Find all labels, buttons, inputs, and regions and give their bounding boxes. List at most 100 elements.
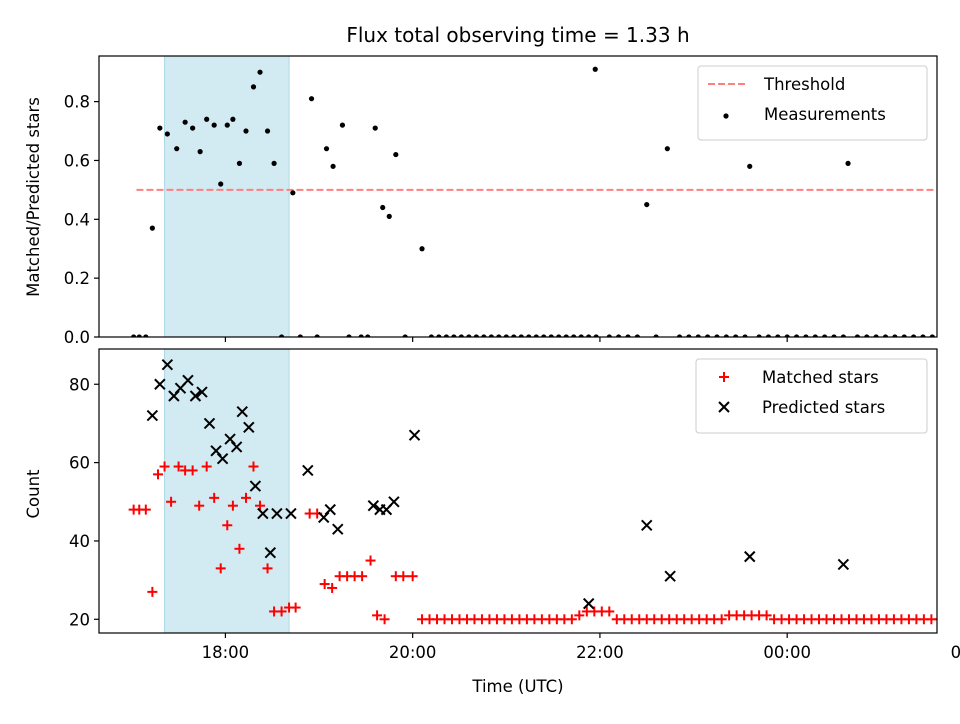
measurement-point	[264, 128, 271, 134]
predicted-star-point	[388, 496, 400, 508]
measurement-point	[784, 334, 790, 337]
matched-star-point	[365, 555, 376, 566]
measurement-point	[211, 122, 217, 128]
predicted-star-point	[641, 519, 653, 531]
measurement-point	[518, 334, 524, 337]
measurement-point	[606, 334, 612, 337]
bottom-panel: 2040608018:0020:0022:0000:0002:0004:0006…	[69, 348, 960, 662]
predicted-star-point	[408, 429, 421, 441]
matched-star-point	[276, 606, 287, 617]
measurement-point	[854, 334, 861, 337]
predicted-star-point	[146, 409, 159, 422]
legend-measurement-swatch	[723, 113, 729, 119]
matched-star-point	[933, 618, 937, 621]
predicted-star-point	[367, 499, 380, 512]
matched-star-point	[956, 614, 960, 624]
bottom-y-tick-label: 80	[69, 375, 90, 394]
predicted-star-point	[216, 452, 229, 465]
measurement-point	[323, 146, 330, 152]
legend-label: Measurements	[764, 105, 886, 124]
matched-star-point	[407, 571, 418, 582]
measurement-point	[822, 334, 828, 337]
matched-star-point	[166, 496, 177, 507]
top-panel: 0.0 0.2 0.4 0.6 0.8 Threshold Measurements	[64, 55, 953, 347]
measurement-point	[664, 146, 670, 152]
measurement-point	[864, 334, 870, 337]
predicted-star-point	[271, 507, 283, 520]
matched-star-point	[327, 582, 338, 593]
measurement-point	[929, 334, 935, 337]
matched-star-point	[716, 614, 727, 625]
bottom-x-tick-label: 00:00	[763, 643, 811, 662]
measurement-point	[511, 334, 517, 337]
predicted-star-point	[324, 503, 336, 516]
predicted-star-point	[302, 464, 314, 477]
measurement-point	[436, 334, 442, 337]
predicted-star-point	[332, 523, 344, 535]
predicted-star-point	[230, 441, 243, 453]
predicted-star-point	[196, 386, 208, 398]
measurement-point	[803, 334, 809, 337]
measurement-point	[831, 334, 837, 337]
measurement-point	[948, 334, 953, 339]
matched-star-point	[949, 614, 959, 624]
predicted-star-point	[257, 507, 269, 520]
measurement-point	[297, 334, 303, 337]
measurement-point	[365, 334, 371, 337]
matched-star-point	[227, 500, 238, 511]
matched-star-point	[173, 461, 184, 472]
measurement-point	[204, 116, 210, 122]
measurement-point	[428, 334, 434, 337]
predicted-star-point	[249, 480, 262, 492]
bottom-axes-frame	[98, 348, 938, 634]
measurement-point	[571, 334, 577, 337]
matched-star-point	[209, 492, 220, 503]
legend-label: Matched stars	[762, 368, 879, 387]
top-y-tick-label: 0.4	[64, 210, 90, 229]
top-y-tick-label: 0.8	[64, 93, 90, 112]
bottom-y-tick-label: 60	[69, 454, 90, 473]
legend-label: Predicted stars	[762, 398, 885, 417]
matched-star-point	[187, 465, 198, 476]
measurement-point	[136, 334, 142, 337]
measurement-point	[339, 122, 346, 128]
matched-star-point	[604, 606, 615, 617]
bottom-x-tick-label: 18:00	[202, 643, 250, 662]
matched-star-point	[761, 610, 772, 621]
measurement-point	[765, 334, 772, 337]
measurement-point	[653, 334, 659, 337]
bottom-x-tick-label: 02:00	[951, 643, 960, 662]
measurement-point	[393, 151, 399, 158]
matched-star-point	[290, 602, 301, 613]
top-legend: Threshold Measurements	[697, 65, 928, 141]
measurement-point	[481, 334, 487, 337]
measurement-point	[578, 334, 584, 337]
top-highlight-span	[164, 56, 290, 337]
measurement-point	[882, 334, 889, 337]
measurement-point	[257, 69, 263, 75]
measurement-point	[747, 163, 753, 169]
matched-star-point	[255, 500, 266, 511]
bottom-y-axis-label: Count	[24, 469, 43, 519]
measurement-point	[236, 160, 243, 166]
measurement-point	[174, 146, 180, 152]
matched-star-point	[372, 610, 383, 621]
legend-predicted-swatch	[718, 401, 730, 413]
measurement-point	[593, 334, 599, 337]
measurement-point	[346, 334, 352, 337]
top-y-axis-label: Matched/Predicted stars	[24, 97, 43, 297]
measurement-point	[380, 204, 386, 211]
predicted-star-point	[285, 507, 297, 520]
matched-star-point	[241, 492, 252, 503]
measurement-point	[592, 66, 598, 72]
measurement-point	[496, 334, 502, 337]
predicted-star-point	[837, 558, 850, 571]
matched-star-point	[222, 520, 233, 531]
bottom-legend-box	[695, 358, 928, 434]
measurement-point	[224, 122, 230, 128]
measurement-point	[190, 125, 196, 131]
measurement-point	[563, 334, 569, 337]
matched-star-point	[319, 579, 330, 590]
matched-star-point	[262, 563, 273, 574]
legend-label: Threshold	[763, 75, 845, 94]
